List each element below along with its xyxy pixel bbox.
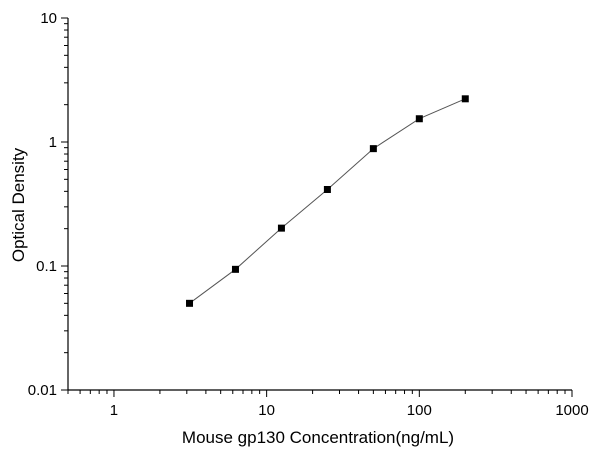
x-tick-label: 10 bbox=[258, 402, 275, 419]
data-point-marker bbox=[415, 115, 423, 123]
data-series bbox=[186, 95, 469, 307]
data-point-marker bbox=[369, 145, 377, 153]
y-tick-label: 0.01 bbox=[28, 382, 57, 399]
x-tick-label: 100 bbox=[407, 402, 432, 419]
y-tick-label: 0.1 bbox=[36, 258, 57, 275]
tick-labels: 1 10 100 1000 0.01 0.1 1 10 bbox=[28, 10, 589, 419]
data-point-marker bbox=[323, 185, 331, 193]
data-point-marker bbox=[461, 95, 469, 103]
data-point-marker bbox=[186, 299, 194, 307]
x-tick-label: 1 bbox=[110, 402, 118, 419]
series-line bbox=[189, 98, 466, 304]
y-tick-label: 10 bbox=[40, 10, 57, 27]
x-tick-label: 1000 bbox=[555, 402, 588, 419]
data-point-marker bbox=[231, 265, 239, 273]
y-tick-label: 1 bbox=[49, 134, 57, 151]
data-point-marker bbox=[277, 224, 285, 232]
axes bbox=[61, 17, 573, 397]
x-axis-title: Mouse gp130 Concentration(ng/mL) bbox=[182, 428, 454, 447]
y-axis-title: Optical Density bbox=[9, 147, 28, 262]
